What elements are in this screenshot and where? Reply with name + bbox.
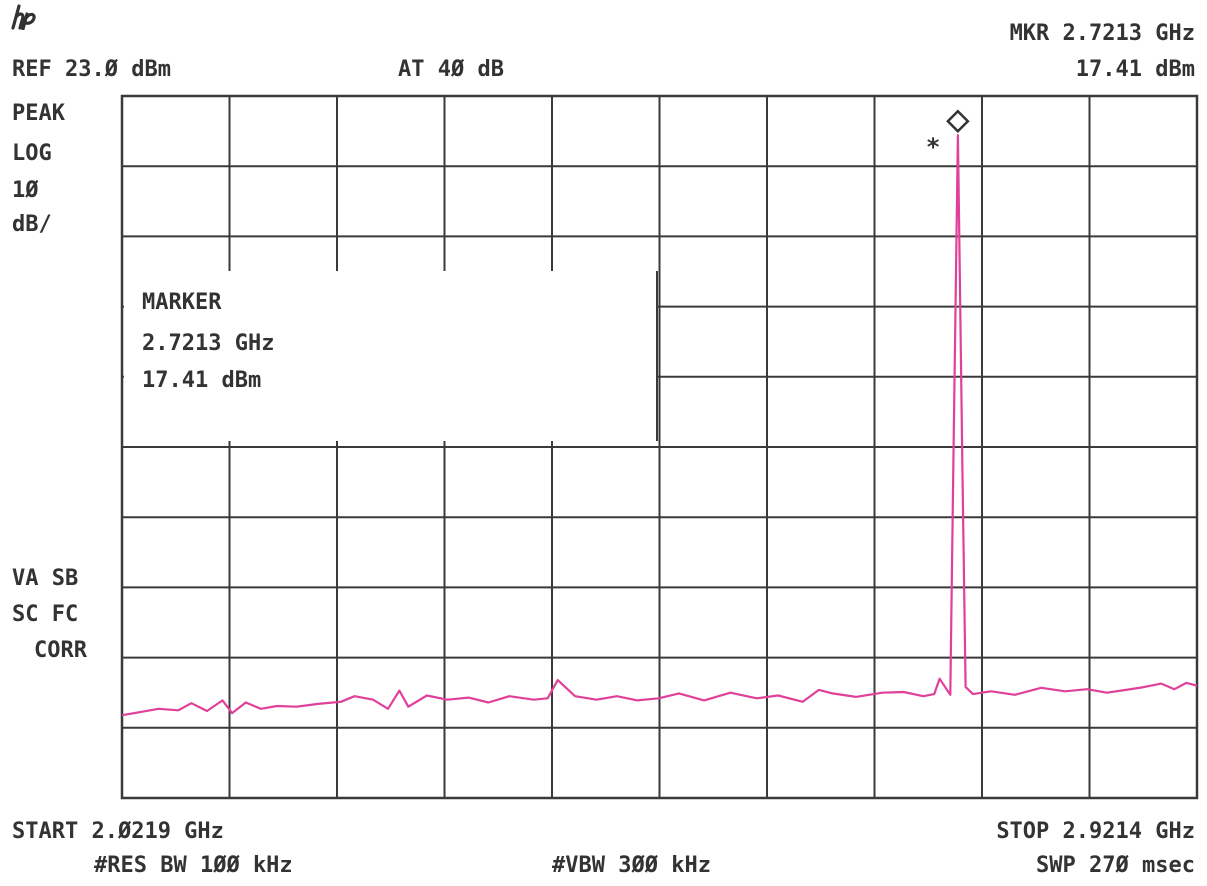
marker-box-frequency: 2.7213 GHz [142,331,275,356]
scale-unit: dB/ [12,212,52,237]
graticule-border [120,94,1199,800]
hp-logo [11,4,36,30]
marker-frequency-readout: MKR 2.7213 GHz [1009,21,1195,46]
spectrum-trace [121,134,1198,717]
marker-box-amplitude: 17.41 dBm [142,368,262,393]
resolution-bandwidth: #RES BW 1ØØ kHz [94,853,293,878]
attenuation: AT 4Ø dB [398,57,504,82]
marker-box-title: MARKER [142,290,222,315]
scale-value: 1Ø [12,178,39,203]
marker-symbol: * [926,109,970,161]
marker-diamond [946,109,970,134]
status-flags-1: VA SB [12,566,79,591]
video-bandwidth: #VBW 3ØØ kHz [552,853,711,878]
stop-frequency: STOP 2.9214 GHz [996,819,1195,844]
marker-box-background [124,271,657,441]
scale-type: LOG [12,141,52,166]
sweep-time: SWP 27Ø msec [1036,853,1195,878]
status-flags-3: CORR [34,638,87,663]
detector-mode: PEAK [12,101,65,126]
marker-amplitude-readout: 17.41 dBm [1075,57,1195,82]
graticule [120,94,1199,800]
reference-level: REF 23.Ø dBm [12,57,171,82]
marker-asterisk: * [926,133,940,161]
start-frequency: START 2.Ø219 GHz [12,819,224,844]
status-flags-2: SC FC [12,602,79,627]
